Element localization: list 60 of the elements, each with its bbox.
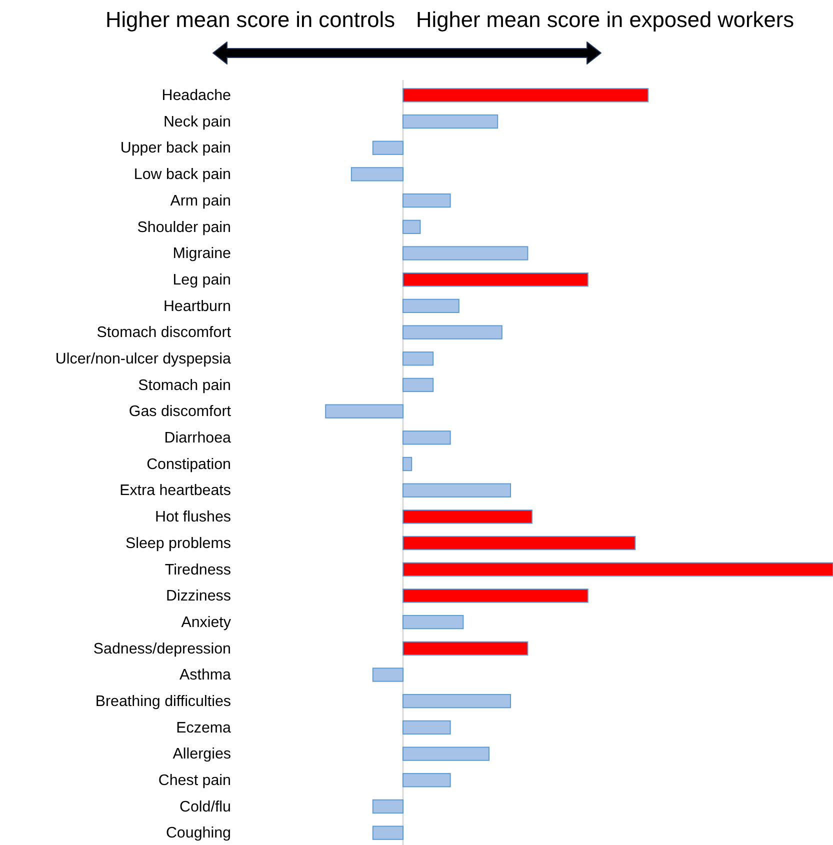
y-tick-label: Sleep problems: [125, 534, 232, 552]
y-tick-label: Eczema: [176, 719, 232, 736]
y-tick-label: Low back pain: [134, 166, 231, 184]
bar: [372, 826, 404, 840]
bar: [350, 167, 404, 182]
bar: [402, 483, 511, 498]
bar: [402, 456, 412, 472]
bar: [372, 140, 404, 155]
bar: [402, 614, 464, 630]
y-tick-label: Stomach discomfort: [96, 324, 232, 342]
y-tick-label: Cold/flu: [180, 798, 231, 816]
y-tick-label: Migraine: [172, 245, 231, 262]
y-tick-label: Arm pain: [170, 192, 231, 210]
y-tick-label: Neck pain: [163, 113, 231, 130]
bar: [402, 694, 511, 708]
y-tick-label: Upper back pain: [120, 140, 231, 157]
bar: [402, 220, 421, 234]
y-tick-label: Stomach pain: [138, 376, 231, 394]
y-tick-label: Ulcer/non-ulcer dyspepsia: [55, 350, 232, 368]
bar: [402, 88, 649, 102]
y-tick-label: Leg pain: [172, 271, 231, 288]
text: Higher mean score in controls: [105, 7, 396, 32]
y-tick-label: Chest pain: [158, 772, 231, 789]
y-tick-label: Asthma: [180, 666, 232, 684]
y-tick-label: Headache: [162, 87, 231, 104]
bar: [402, 773, 451, 788]
y-tick-label: Hot flushes: [155, 508, 232, 526]
bar: [402, 746, 490, 761]
y-tick-label: Extra heartbeats: [120, 482, 232, 500]
text: Higher mean score in exposed workers: [416, 7, 794, 32]
bar: [402, 378, 434, 392]
y-tick-label: Gas discomfort: [128, 403, 232, 420]
bar: [402, 246, 528, 260]
bar: [402, 536, 636, 550]
y-tick-label: Diarrhoea: [164, 430, 232, 447]
y-tick-label: Anxiety: [181, 614, 232, 631]
bar: [402, 325, 502, 340]
bar: [372, 668, 404, 682]
y-tick-label: Sadness/depression: [93, 640, 231, 658]
bar: [402, 298, 460, 314]
bar: [402, 193, 451, 208]
bar: [402, 510, 532, 524]
bar: [402, 430, 451, 445]
y-tick-label: Allergies: [172, 746, 232, 763]
y-tick-label: Breathing difficulties: [95, 692, 232, 710]
y-tick-label: Heartburn: [163, 298, 231, 315]
bar: [402, 272, 588, 287]
y-tick-label: Constipation: [146, 456, 231, 473]
bar: [402, 114, 498, 129]
bar: [402, 588, 588, 603]
bar: [325, 404, 404, 418]
bar: [402, 562, 833, 576]
y-tick-label: Tiredness: [164, 561, 232, 578]
bar: [402, 720, 451, 735]
bar: [402, 352, 434, 366]
y-tick-label: Dizziness: [166, 588, 232, 605]
bar: [402, 641, 528, 656]
y-tick-label: Coughing: [166, 824, 231, 842]
y-tick-label: Shoulder pain: [137, 218, 231, 236]
bar: [372, 799, 404, 814]
